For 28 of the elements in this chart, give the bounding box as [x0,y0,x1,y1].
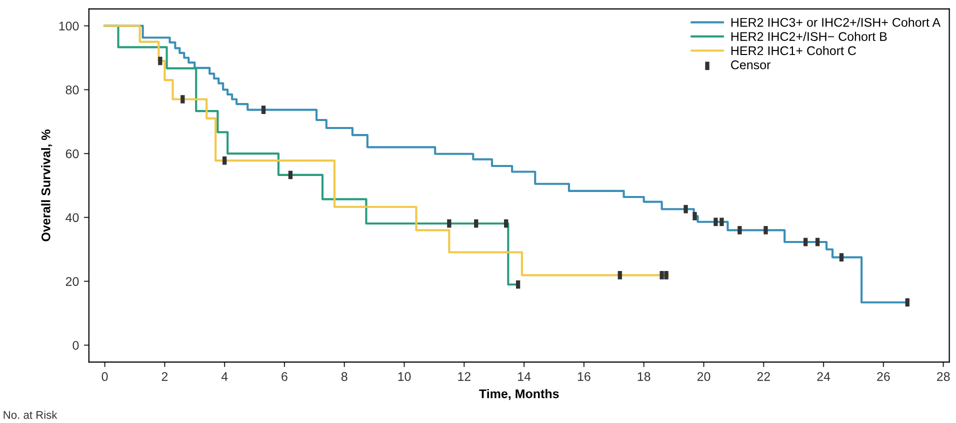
legend-label: HER2 IHC2+/ISH− Cohort B [731,32,887,41]
x-tick-label: 4 [221,372,228,381]
y-axis-title: Overall Survival, % [41,130,52,242]
x-tick-label: 14 [518,372,531,381]
y-tick-label: 40 [66,213,79,222]
y-tick-label: 80 [66,85,79,94]
x-tick-label: 6 [282,372,288,381]
x-axis-title: Time, Months [479,389,559,400]
y-tick-label: 100 [59,22,79,30]
x-tick-label: 8 [341,372,348,381]
x-tick-label: 18 [638,372,650,381]
text: No. at Risk [4,410,58,419]
legend-label: HER2 IHC3+ or IHC2+/ISH+ Cohort A [731,18,941,27]
x-tick-label: 12 [458,372,470,381]
legend-label: Censor [731,60,770,70]
x-tick-label: 20 [697,372,710,381]
x-tick-label: 16 [578,372,590,381]
y-tick-label: 20 [66,277,79,286]
y-tick-label: 60 [66,149,79,158]
x-tick-label: 26 [877,372,890,381]
y-tick-label: 0 [72,340,79,350]
x-tick-label: 10 [398,372,411,381]
x-tick-label: 0 [102,372,108,381]
x-tick-label: 2 [162,372,168,381]
legend-label: HER2 IHC1+ Cohort C [731,46,856,56]
x-tick-label: 22 [757,372,770,381]
x-tick-label: 24 [817,372,830,381]
x-tick-label: 28 [936,372,950,381]
